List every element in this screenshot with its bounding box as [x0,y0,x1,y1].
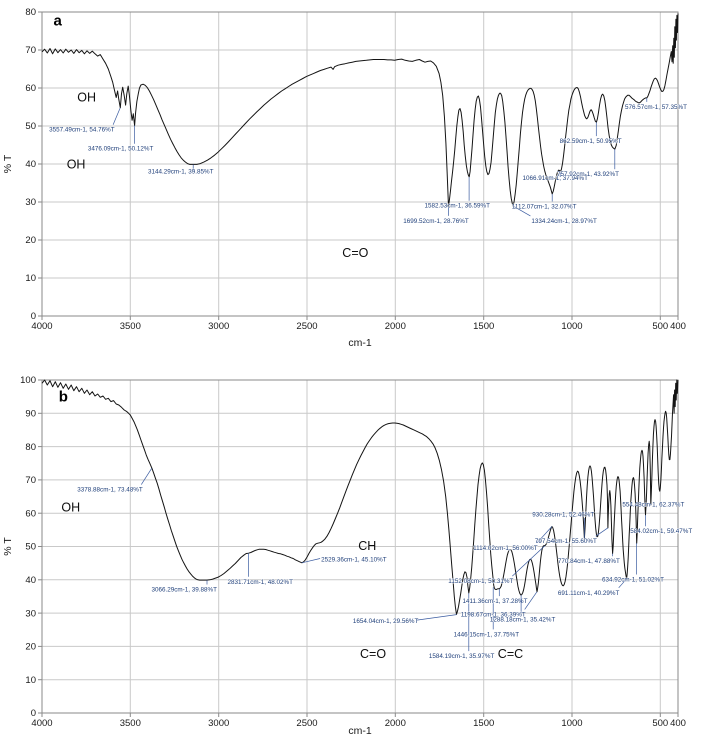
x-tick-label: 2000 [385,321,406,332]
peak-annotation: 3144.29cm-1, 39.85%T [148,169,214,176]
x-tick-label: 400 [670,718,686,729]
y-axis-title: % T [2,537,14,556]
functional-group-label: CH [358,539,376,553]
y-tick-label: 50 [25,121,36,132]
peak-annotation: 584.02cm-1, 59.47%T [630,528,692,535]
peak-annotation: 691.11cm-1, 40.29%T [558,590,620,597]
y-tick-label: 50 [25,542,36,553]
peak-annotation: 1699.52cm-1, 28.76%T [403,218,469,225]
peak-annotation: 1446.15cm-1, 37.75%T [454,631,520,638]
annotation-leader-line [141,468,152,485]
peak-annotation: 1288.18cm-1, 35.42%T [490,616,556,623]
peak-annotation: 576.57cm-1, 57.35%T [625,104,687,111]
ftir-spectrum-a: 0 10 20 30 40 50 60 70 80 4000 3500 3000 2500 2000 150… [0,0,702,350]
annotation-leader-line [416,614,457,621]
x-tick-label: 3500 [120,718,141,729]
x-tick-label: 500 [652,718,668,729]
peak-annotation: 757.92cm-1, 43.92%T [557,171,619,178]
x-tick-label: 4000 [31,321,52,332]
panel-label: b [59,389,68,406]
y-tick-label: 30 [25,197,36,208]
x-tick-label: 2000 [385,718,406,729]
annotation-leader-line [512,545,546,577]
x-tick-label: 4000 [31,718,52,729]
y-tick-label: 40 [25,159,36,170]
ftir-spectrum-a-plot: 0 10 20 30 40 50 60 70 80 4000 3500 3000 2500 2000 150… [2,7,688,349]
peak-annotation: 2529.36cm-1, 45.10%T [321,557,387,564]
x-axis-title: cm-1 [348,337,371,349]
peak-annotation: 862.59cm-1, 50.95%T [560,138,622,145]
x-tick-label: 2500 [296,718,317,729]
annotation-leader-line [512,205,531,217]
y-tick-label: 80 [25,7,36,18]
functional-group-label: C=C [498,647,523,661]
peak-annotation: 797.54cm-1, 55.60%T [535,538,597,545]
ftir-spectrum-b: 0 10 20 30 40 50 60 70 80 90 100 4000 3500 3000 2500 20… [0,350,702,738]
peak-annotation: 554.48cm-1, 62.37%T [622,502,684,509]
peak-annotation: 3557.49cm-1, 54.76%T [49,127,115,134]
x-tick-label: 1500 [473,321,494,332]
x-tick-label: 500 [652,321,668,332]
annotation-leader-line [618,578,627,589]
y-tick-label: 80 [25,442,36,453]
x-tick-label: 1500 [473,718,494,729]
y-tick-label: 40 [25,575,36,586]
functional-group-label: C=O [360,647,386,661]
x-tick-label: 400 [670,321,686,332]
y-tick-label: 20 [25,642,36,653]
peak-annotation: 1411.36cm-1, 37.28%T [463,598,528,605]
peak-annotation: 1334.24cm-1, 28.97%T [531,218,597,225]
peak-annotation: 1198.67cm-1, 36.39%T [461,611,526,618]
annotation-leader-line [112,107,121,125]
y-tick-label: 0 [31,311,36,322]
peak-annotation: 1582.53cm-1, 36.59%T [425,203,491,210]
peak-annotation: 2831.71cm-1, 48.02%T [228,579,294,586]
y-tick-label: 90 [25,409,36,420]
x-tick-label: 3000 [208,718,229,729]
peak-annotation: 1584.19cm-1, 35.97%T [429,653,495,660]
peak-annotation: 3066.29cm-1, 39.88%T [152,587,218,594]
peak-annotation: 3476.09cm-1, 50.12%T [88,146,154,153]
annotation-leader-line [524,591,538,610]
peak-annotation: 1654.04cm-1, 29.56%T [353,618,419,625]
peak-annotation: 3378.88cm-1, 73.48%T [77,487,143,494]
peak-annotation: 1114.02cm-1, 56.00%T [473,545,538,552]
functional-group-label: OH [67,158,86,172]
y-tick-label: 0 [31,708,36,719]
y-tick-label: 20 [25,235,36,246]
ftir-spectrum-b-plot: 0 10 20 30 40 50 60 70 80 90 100 4000 3500 3000 2500 20… [2,375,693,737]
y-tick-label: 60 [25,83,36,94]
peak-annotation: 770.84cm-1, 47.88%T [558,558,620,565]
panel-label: a [54,12,63,29]
x-tick-label: 2500 [296,321,317,332]
functional-group-label: OH [77,90,96,104]
functional-group-label: C=O [342,246,368,260]
annotation-leader-line [595,527,608,537]
peak-annotation: 1066.91cm-1, 37.94%T [523,175,589,182]
spectrum-line-b [41,379,679,615]
x-tick-label: 3000 [208,321,229,332]
y-tick-label: 70 [25,475,36,486]
functional-group-label: OH [61,501,80,515]
annotation-leader-line [301,558,321,564]
y-tick-label: 70 [25,45,36,56]
x-tick-label: 3500 [120,321,141,332]
y-tick-label: 60 [25,508,36,519]
y-tick-label: 10 [25,273,36,284]
peak-annotation: 634.92cm-1, 51.02%T [602,577,664,584]
spectrum-line-a [41,13,679,208]
peak-annotation: 1152.08cm-1, 50.31%T [448,578,513,585]
y-tick-label: 10 [25,675,36,686]
y-axis-title: % T [2,154,14,173]
y-tick-label: 100 [20,375,36,386]
annotation-leader-line [536,526,553,544]
x-tick-label: 1000 [561,718,582,729]
x-axis-title: cm-1 [348,725,371,737]
peak-annotation: 1112.07cm-1, 32.07%T [512,204,577,211]
peak-annotation: 930.28cm-1, 52.46%T [532,512,594,519]
x-tick-label: 1000 [561,321,582,332]
y-tick-label: 30 [25,608,36,619]
